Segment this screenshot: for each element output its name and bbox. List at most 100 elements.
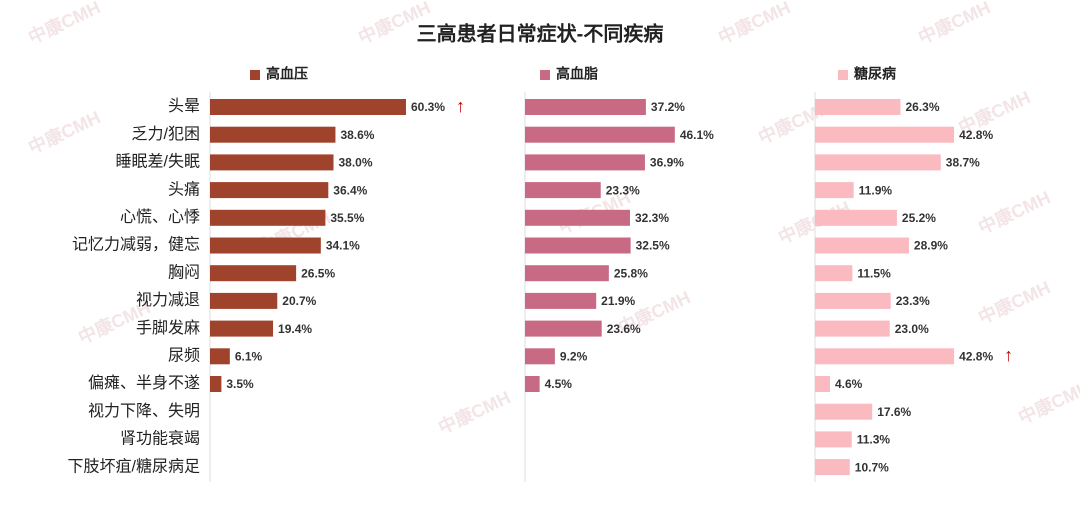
value-label: 4.6% bbox=[835, 377, 863, 391]
category-label: 肾功能衰竭 bbox=[120, 430, 200, 448]
value-label: 11.9% bbox=[859, 183, 893, 197]
value-label: 34.1% bbox=[326, 239, 360, 253]
bar bbox=[525, 348, 555, 365]
bar bbox=[210, 209, 326, 226]
value-label: 17.6% bbox=[877, 405, 911, 419]
legend-swatch bbox=[250, 70, 260, 80]
bar bbox=[815, 265, 853, 282]
category-label: 乏力/犯困 bbox=[132, 125, 200, 143]
category-label: 心慌、心悸 bbox=[120, 208, 200, 226]
category-label: 视力下降、失明 bbox=[88, 402, 200, 420]
value-label: 11.5% bbox=[857, 266, 891, 280]
value-label: 38.7% bbox=[946, 156, 980, 170]
bar bbox=[815, 459, 850, 476]
bar bbox=[815, 320, 890, 337]
bar bbox=[815, 237, 909, 254]
category-label: 偏瘫、半身不遂 bbox=[88, 374, 200, 392]
legend-label: 高血脂 bbox=[556, 66, 598, 82]
bar bbox=[210, 376, 222, 392]
watermark: 中康CMH bbox=[435, 386, 514, 438]
bar bbox=[210, 99, 406, 115]
value-label: 11.3% bbox=[857, 433, 891, 447]
value-label: 26.5% bbox=[301, 266, 335, 280]
annotation-arrow: ↑ bbox=[456, 96, 465, 116]
category-label: 下肢坏疽/糖尿病足 bbox=[68, 457, 200, 475]
bar bbox=[525, 154, 645, 171]
category-label: 记忆力减弱，健忘 bbox=[72, 236, 200, 254]
value-label: 9.2% bbox=[560, 349, 588, 363]
value-label: 60.3% bbox=[411, 100, 445, 114]
bar bbox=[525, 182, 601, 199]
bar bbox=[210, 265, 297, 282]
watermark: 中康CMH bbox=[715, 0, 794, 48]
value-label: 21.9% bbox=[601, 294, 635, 308]
bar bbox=[210, 292, 278, 309]
bar bbox=[815, 403, 873, 420]
bar bbox=[525, 209, 630, 226]
value-label: 42.8% bbox=[959, 128, 993, 142]
legend-swatch bbox=[838, 70, 848, 80]
value-label: 37.2% bbox=[651, 100, 685, 114]
bar bbox=[525, 237, 631, 254]
legend-label: 糖尿病 bbox=[854, 66, 896, 82]
chart-title: 三高患者日常症状-不同疾病 bbox=[417, 21, 664, 45]
value-label: 36.4% bbox=[333, 183, 367, 197]
value-label: 32.3% bbox=[635, 211, 669, 225]
bar bbox=[210, 154, 334, 171]
value-label: 32.5% bbox=[636, 239, 670, 253]
watermark: 中康CMH bbox=[915, 0, 994, 48]
value-label: 4.5% bbox=[545, 377, 573, 391]
value-label: 19.4% bbox=[278, 322, 312, 336]
bar bbox=[210, 126, 336, 143]
value-label: 6.1% bbox=[235, 349, 263, 363]
category-label: 视力减退 bbox=[136, 291, 200, 309]
bar bbox=[210, 237, 321, 254]
bar bbox=[525, 320, 602, 337]
bar bbox=[815, 154, 941, 171]
value-label: 35.5% bbox=[330, 211, 364, 225]
value-label: 26.3% bbox=[905, 100, 939, 114]
watermark: 中康CMH bbox=[1015, 376, 1080, 428]
watermark: 中康CMH bbox=[975, 276, 1054, 328]
value-label: 42.8% bbox=[959, 349, 993, 363]
category-label: 睡眠差/失眠 bbox=[116, 153, 200, 171]
bar bbox=[525, 99, 646, 115]
value-label: 46.1% bbox=[680, 128, 714, 142]
watermark: 中康CMH bbox=[25, 106, 104, 158]
value-label: 36.9% bbox=[650, 156, 684, 170]
value-label: 38.0% bbox=[339, 156, 373, 170]
category-label: 尿频 bbox=[168, 347, 200, 365]
value-label: 23.0% bbox=[895, 322, 929, 336]
bar bbox=[815, 376, 830, 392]
bar bbox=[525, 292, 597, 309]
watermark: 中康CMH bbox=[25, 0, 104, 48]
category-label: 头晕 bbox=[168, 97, 200, 115]
bar bbox=[815, 348, 955, 365]
bar bbox=[815, 182, 854, 199]
value-label: 38.6% bbox=[340, 128, 374, 142]
annotation-arrow: ↑ bbox=[1004, 345, 1013, 365]
value-label: 20.7% bbox=[282, 294, 316, 308]
bar bbox=[815, 292, 891, 309]
watermark: 中康CMH bbox=[975, 186, 1054, 238]
bar bbox=[815, 431, 852, 448]
category-label: 手脚发麻 bbox=[136, 319, 200, 337]
bar bbox=[210, 320, 274, 337]
bar bbox=[210, 182, 329, 199]
value-label: 28.9% bbox=[914, 239, 948, 253]
bar bbox=[815, 209, 897, 226]
value-label: 23.3% bbox=[606, 183, 640, 197]
category-label: 头痛 bbox=[168, 180, 200, 198]
bar bbox=[525, 126, 675, 143]
bar bbox=[525, 265, 609, 282]
value-label: 10.7% bbox=[855, 460, 889, 474]
value-label: 23.3% bbox=[896, 294, 930, 308]
bar bbox=[815, 99, 901, 115]
category-label: 胸闷 bbox=[168, 263, 200, 281]
value-label: 3.5% bbox=[226, 377, 254, 391]
bar bbox=[210, 348, 230, 365]
value-label: 25.2% bbox=[902, 211, 936, 225]
legend-swatch bbox=[540, 70, 550, 80]
legend-label: 高血压 bbox=[266, 66, 308, 82]
